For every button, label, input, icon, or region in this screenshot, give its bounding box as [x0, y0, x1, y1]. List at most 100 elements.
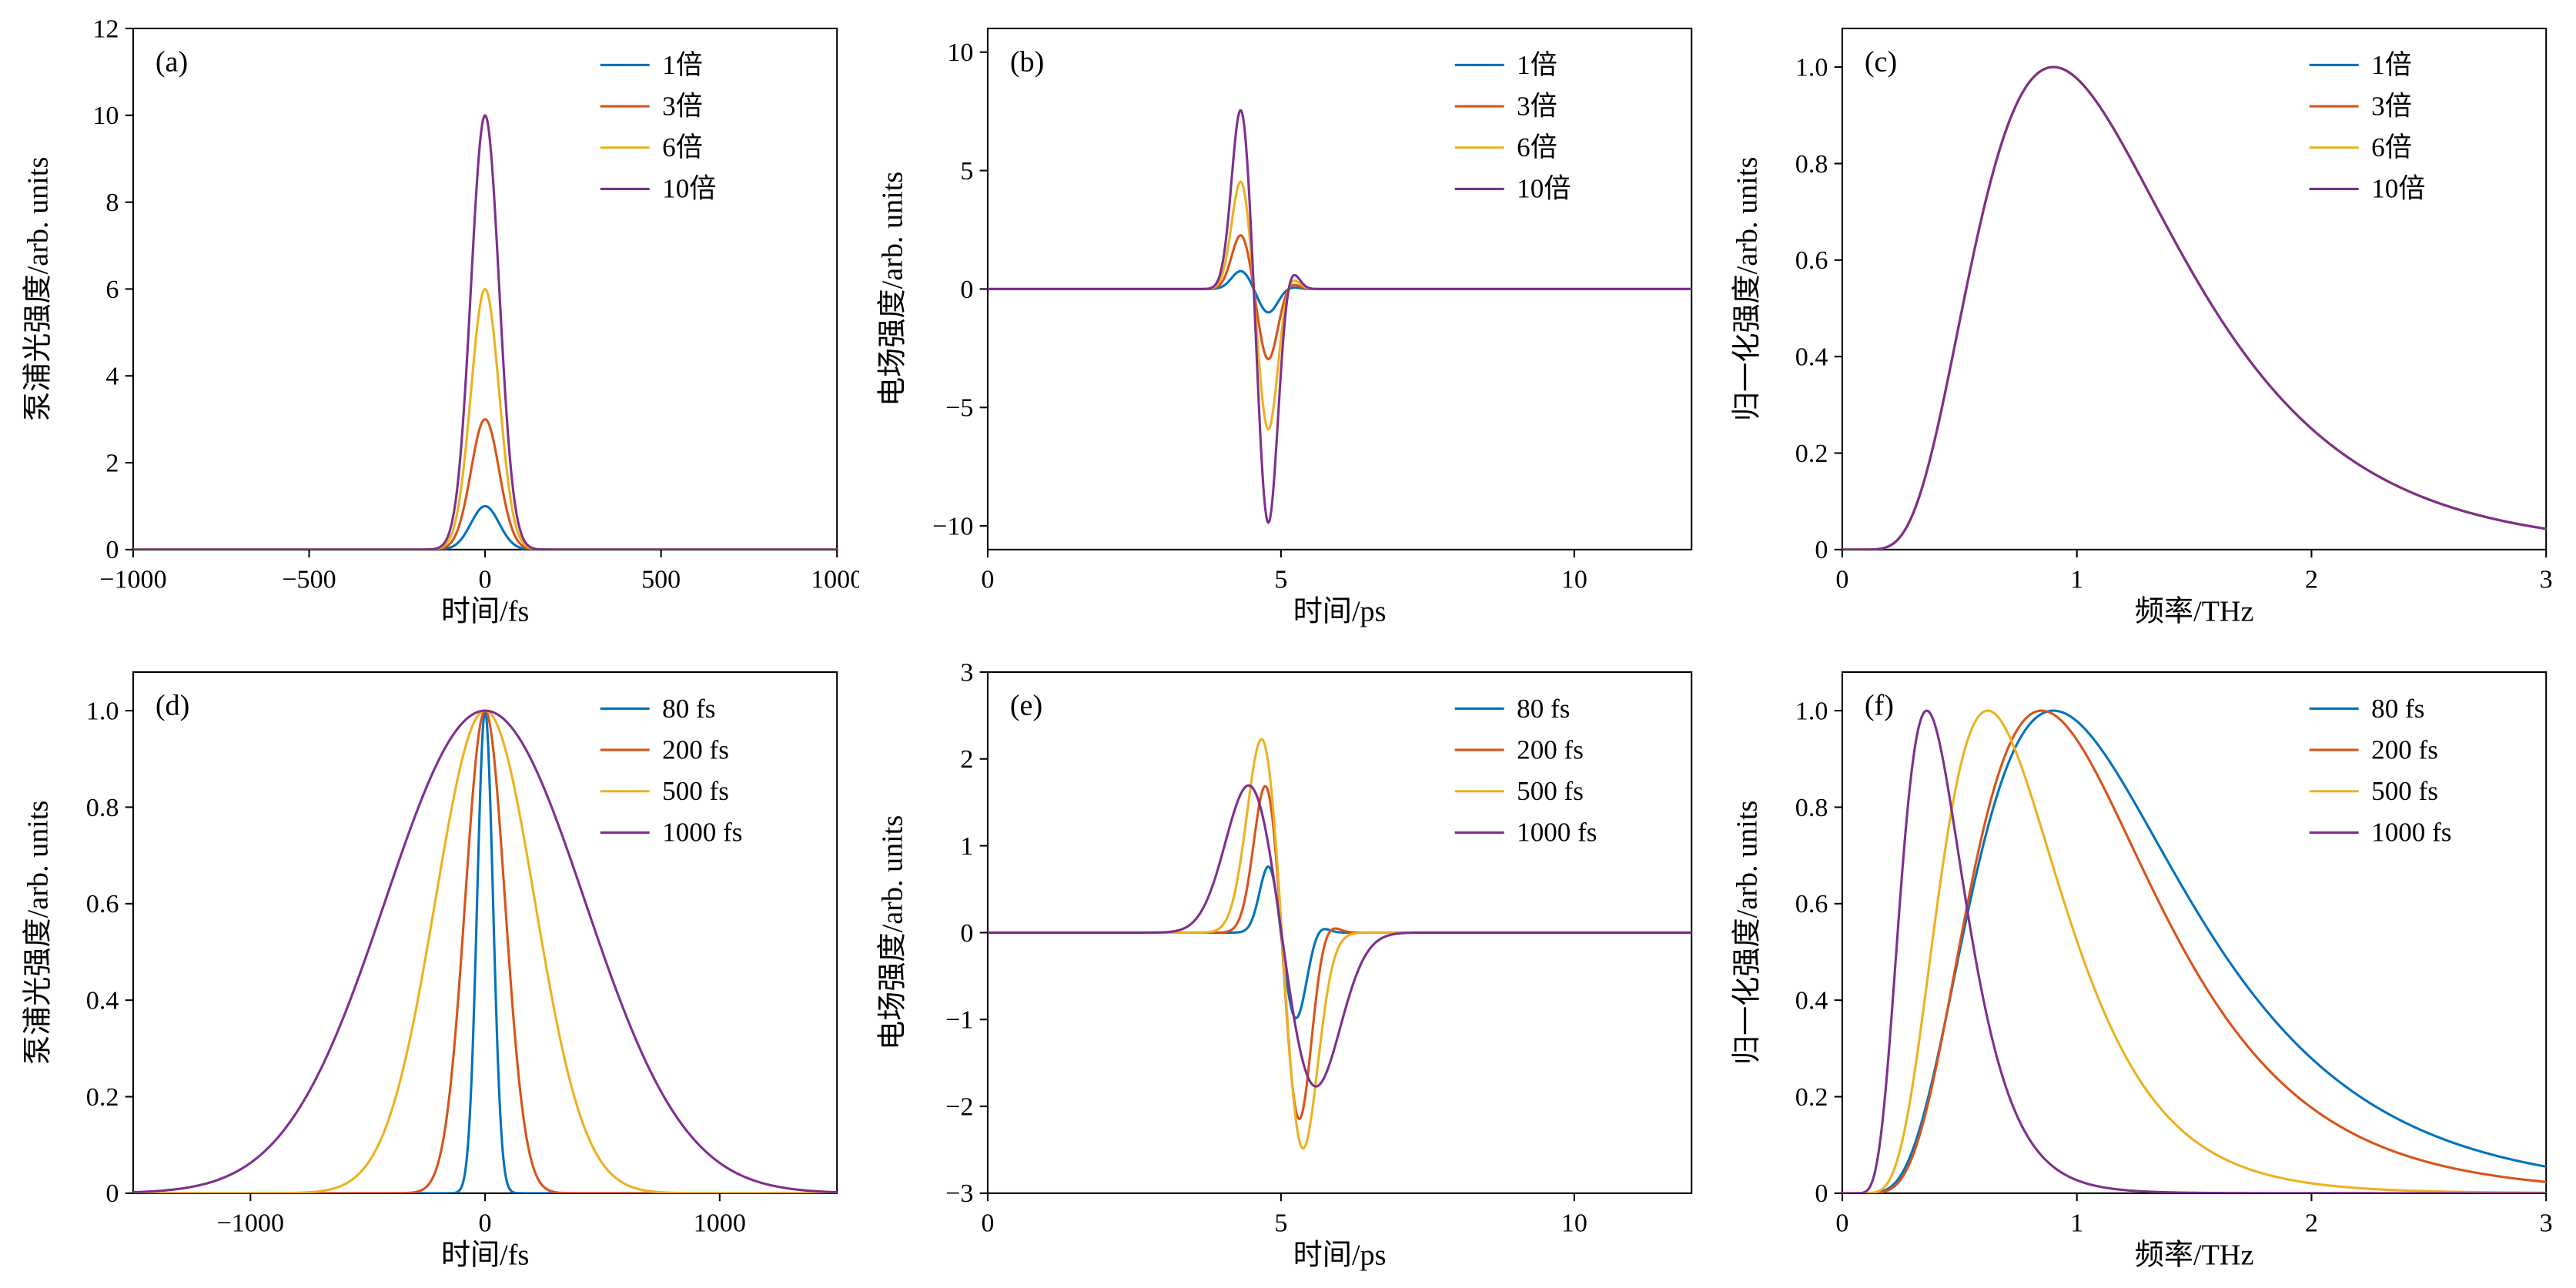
series-line-2	[1842, 65, 2547, 550]
series-line-2	[1842, 709, 2547, 1193]
y-axis-label: 电场强度/arb. units	[876, 815, 909, 1049]
panel-b-chart: 0 5 10 −10 −5 0 5 10 时间/ps 电场强度/arb. units (b) 1倍 3倍…	[862, 5, 1714, 641]
y-tick-label: −5	[945, 394, 973, 423]
chart-b-svg: 0 5 10 −10 −5 0 5 10 时间/ps 电场强度/arb. units (b) 1倍 3倍…	[876, 27, 1693, 628]
series-line-3	[1842, 65, 2547, 550]
series-line-2	[987, 180, 1692, 431]
y-tick-label: 10	[947, 38, 973, 67]
y-tick-label: 0.6	[1795, 890, 1828, 918]
axes-box	[132, 671, 838, 1194]
legend-item-label: 200 fs	[2371, 734, 2438, 764]
legend-item-label: 6倍	[662, 132, 703, 162]
legend-item-label: 500 fs	[662, 776, 729, 806]
series-line-2	[132, 287, 838, 550]
y-tick-label: −1	[945, 1005, 973, 1034]
series-line-1	[132, 709, 838, 1193]
y-tick-label: 0.4	[86, 986, 119, 1015]
legend-item-label: 6倍	[1517, 132, 1557, 162]
legend-item-label: 500 fs	[2371, 776, 2438, 806]
y-tick-label: 0.6	[86, 890, 119, 918]
x-tick-label: −1000	[217, 1209, 284, 1237]
legend-item-label: 10倍	[2371, 174, 2425, 204]
y-tick-label: 0	[105, 536, 119, 564]
y-tick-label: 0.8	[1795, 793, 1828, 821]
x-tick-label: 2	[2305, 565, 2318, 594]
legend-item-label: 1倍	[1517, 50, 1557, 80]
panel-d-chart: −1000 0 1000 0 0.2 0.4 0.6 0.8 1.0 时间/fs 泵浦光强度/arb…	[8, 648, 859, 1284]
y-axis-label: 泵浦光强度/arb. units	[22, 800, 55, 1064]
chart-e-svg: 0 5 10 −3 −2 −1 0 1 2 3 时间/ps 电场强度/arb. units (e) 80 …	[876, 658, 1693, 1271]
x-tick-label: 10	[1561, 1209, 1587, 1237]
legend-item-label: 1000 fs	[1517, 817, 1597, 847]
panel-letter-label: (c)	[1865, 46, 1897, 79]
x-tick-label: 0	[1835, 565, 1848, 594]
legend-item-label: 6倍	[2371, 132, 2412, 162]
y-tick-label: 4	[105, 363, 119, 391]
series-line-2	[987, 738, 1692, 1149]
panel-letter-label: (d)	[156, 689, 190, 721]
y-tick-label: 0.8	[86, 793, 119, 821]
y-tick-label: 0	[1815, 1179, 1828, 1208]
x-tick-label: 0	[981, 1209, 994, 1237]
chart-c-svg: 0 1 2 3 0 0.2 0.4 0.6 0.8 1.0 频率/THz 归一化强度/arb. uni…	[1731, 27, 2553, 628]
y-tick-label: −3	[945, 1179, 973, 1208]
y-tick-label: 6	[105, 276, 119, 304]
x-tick-label: 1	[2070, 1209, 2083, 1237]
panel-letter-label: (f)	[1865, 689, 1894, 721]
chart-a-svg: −1000 −500 0 500 1000 0 2 4 6 8 10 12 时间/fs 泵浦光强度/arb…	[22, 15, 859, 628]
series-line-1	[132, 418, 838, 550]
x-tick-label: 10	[1561, 565, 1587, 594]
series-line-0	[987, 865, 1692, 1019]
legend-item-label: 80 fs	[662, 693, 715, 723]
x-axis-label: 时间/fs	[441, 596, 529, 628]
y-tick-label: 0.2	[1795, 1082, 1828, 1111]
series-line-1	[1842, 709, 2547, 1193]
series-line-0	[987, 269, 1692, 314]
x-tick-label: 3	[2540, 1209, 2553, 1237]
legend-item-label: 200 fs	[1517, 734, 1584, 764]
legend-item-label: 200 fs	[662, 734, 729, 764]
x-tick-label: −500	[282, 565, 336, 594]
y-tick-label: 0.6	[1795, 246, 1828, 275]
y-tick-label: 0.2	[1795, 440, 1828, 468]
y-axis-label: 归一化强度/arb. units	[1731, 157, 1764, 421]
x-axis-label: 时间/ps	[1293, 596, 1387, 628]
panel-f-chart: 0 1 2 3 0 0.2 0.4 0.6 0.8 1.0 频率/THz 归一化强度/arb. uni…	[1717, 648, 2568, 1284]
x-tick-label: 5	[1274, 1209, 1287, 1237]
series-line-1	[987, 234, 1692, 361]
panel-letter-label: (e)	[1010, 689, 1042, 721]
series-group	[987, 109, 1692, 524]
series-line-3	[1842, 709, 2547, 1193]
y-tick-label: 1.0	[86, 697, 119, 725]
axes-box	[132, 27, 838, 550]
y-axis-label: 泵浦光强度/arb. units	[22, 157, 55, 421]
series-group	[132, 709, 838, 1193]
panel-letter-label: (a)	[156, 46, 188, 79]
y-tick-label: 0.4	[1795, 343, 1828, 372]
y-axis-label: 电场强度/arb. units	[876, 172, 909, 406]
legend-item-label: 1000 fs	[662, 817, 742, 847]
y-tick-label: 1.0	[1795, 697, 1828, 725]
x-tick-label: 3	[2540, 565, 2553, 594]
legend-item-label: 500 fs	[1517, 776, 1584, 806]
legend-item-label: 1倍	[662, 50, 703, 80]
y-axis-label: 归一化强度/arb. units	[1731, 800, 1764, 1064]
y-tick-label: 0	[1815, 536, 1828, 564]
y-tick-label: 0.4	[1795, 986, 1828, 1015]
x-tick-label: 0	[981, 565, 994, 594]
legend-item-label: 10倍	[662, 174, 716, 204]
chart-d-svg: −1000 0 1000 0 0.2 0.4 0.6 0.8 1.0 时间/fs 泵浦光强度/arb…	[22, 671, 838, 1271]
y-tick-label: 2	[105, 449, 119, 477]
legend-item-label: 1倍	[2371, 50, 2412, 80]
x-axis-label: 频率/THz	[2135, 595, 2254, 628]
x-axis-label: 频率/THz	[2135, 1238, 2254, 1271]
panel-e-chart: 0 5 10 −3 −2 −1 0 1 2 3 时间/ps 电场强度/arb. units (e) 80 …	[862, 648, 1714, 1284]
panel-c-chart: 0 1 2 3 0 0.2 0.4 0.6 0.8 1.0 频率/THz 归一化强度/arb. uni…	[1717, 5, 2568, 641]
panel-letter-label: (b)	[1010, 46, 1045, 79]
x-axis-label: 时间/fs	[441, 1239, 529, 1271]
x-tick-label: 2	[2305, 1209, 2318, 1237]
y-tick-label: −2	[945, 1092, 973, 1121]
x-tick-label: 500	[641, 565, 681, 594]
legend-item-label: 1000 fs	[2371, 817, 2451, 847]
